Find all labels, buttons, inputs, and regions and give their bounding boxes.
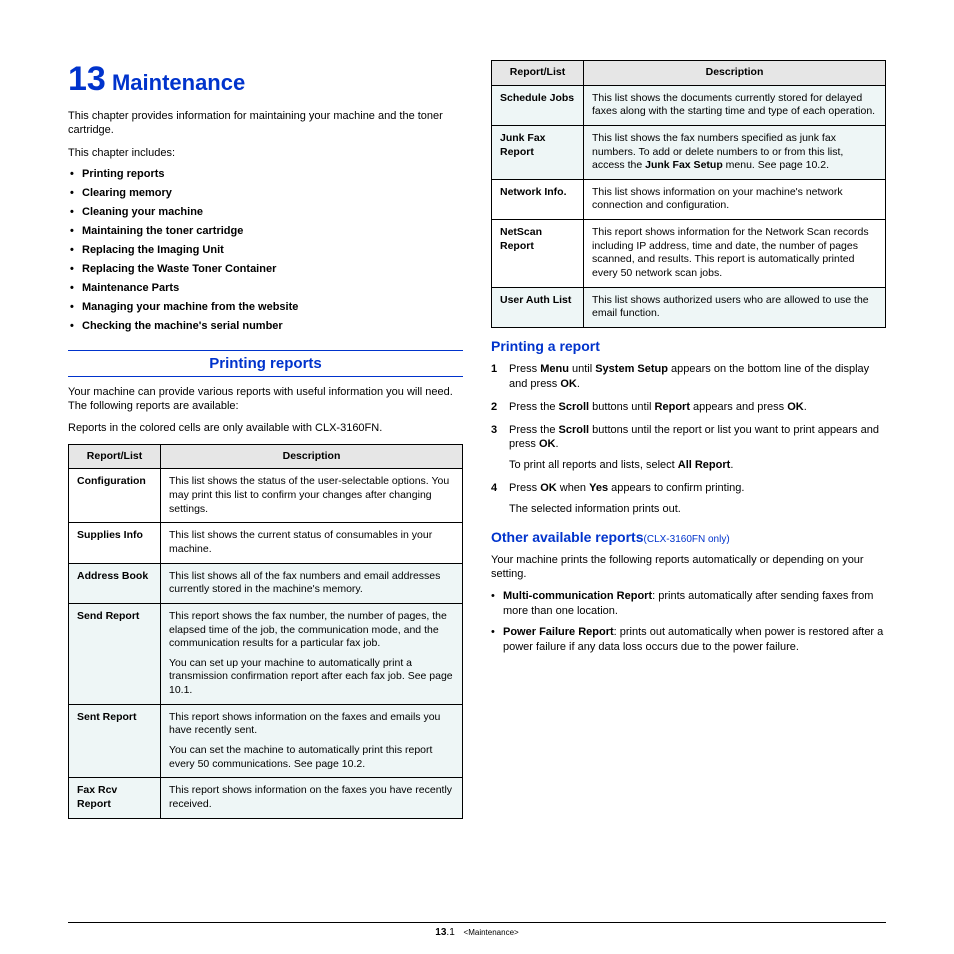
table-row: Send ReportThis report shows the fax num… (69, 603, 463, 704)
subsection-title-text: Other available reports (491, 529, 644, 545)
subsection-intro: Your machine prints the following report… (491, 553, 886, 582)
report-name: Schedule Jobs (492, 85, 584, 125)
section-intro: Your machine can provide various reports… (68, 385, 463, 414)
toc-item[interactable]: Printing reports (68, 168, 463, 180)
report-name: Network Info. (492, 179, 584, 219)
subsection-title-other-reports: Other available reports(CLX-3160FN only) (491, 529, 886, 545)
footer-crumb: <Maintenance> (464, 928, 519, 937)
toc-item[interactable]: Clearing memory (68, 187, 463, 199)
toc-item[interactable]: Replacing the Waste Toner Container (68, 263, 463, 275)
table-header: Description (584, 61, 886, 86)
report-name: Address Book (69, 563, 161, 603)
table-row: Junk Fax ReportThis list shows the fax n… (492, 125, 886, 179)
section-note: Reports in the colored cells are only av… (68, 421, 463, 435)
chapter-title: 13 Maintenance (68, 60, 463, 99)
steps-list: Press Menu until System Setup appears on… (491, 362, 886, 517)
includes-label: This chapter includes: (68, 146, 463, 160)
step-subtext: To print all reports and lists, select A… (509, 458, 886, 473)
table-row: Network Info.This list shows information… (492, 179, 886, 219)
report-name: NetScan Report (492, 220, 584, 288)
toc-item[interactable]: Checking the machine's serial number (68, 320, 463, 332)
table-row: User Auth ListThis list shows authorized… (492, 287, 886, 327)
step-text: Press Menu until System Setup appears on… (509, 363, 869, 390)
column-right: Report/List Description Schedule JobsThi… (491, 60, 886, 819)
page-number-chapter: 13 (435, 927, 446, 938)
section-rule (68, 350, 463, 351)
toc-item[interactable]: Replacing the Imaging Unit (68, 244, 463, 256)
report-name: Send Report (69, 603, 161, 704)
section-rule (68, 376, 463, 377)
step-item: Press Menu until System Setup appears on… (491, 362, 886, 392)
step-text: Press OK when Yes appears to confirm pri… (509, 482, 744, 494)
table-row: Supplies InfoThis list shows the current… (69, 523, 463, 563)
page-number-sub: .1 (446, 927, 454, 938)
report-description: This list shows the status of the user-s… (161, 469, 463, 523)
report-description: This list shows the fax numbers specifie… (584, 125, 886, 179)
step-item: Press the Scroll buttons until Report ap… (491, 400, 886, 415)
report-name: Junk Fax Report (492, 125, 584, 179)
report-description: This report shows information on the fax… (161, 704, 463, 778)
report-description: This list shows information on your mach… (584, 179, 886, 219)
report-description: This report shows information for the Ne… (584, 220, 886, 288)
list-item: Multi-communication Report: prints autom… (491, 589, 886, 619)
table-header: Report/List (492, 61, 584, 86)
chapter-name: Maintenance (112, 70, 245, 95)
column-left: 13 Maintenance This chapter provides inf… (68, 60, 463, 819)
report-name: User Auth List (492, 287, 584, 327)
report-description: This list shows all of the fax numbers a… (161, 563, 463, 603)
toc-item[interactable]: Managing your machine from the website (68, 301, 463, 313)
toc-item[interactable]: Maintaining the toner cartridge (68, 225, 463, 237)
table-row: ConfigurationThis list shows the status … (69, 469, 463, 523)
report-description: This list shows authorized users who are… (584, 287, 886, 327)
list-item: Power Failure Report: prints out automat… (491, 625, 886, 655)
page: 13 Maintenance This chapter provides inf… (0, 0, 954, 954)
report-description: This list shows the current status of co… (161, 523, 463, 563)
table-row: NetScan ReportThis report shows informat… (492, 220, 886, 288)
step-text: Press the Scroll buttons until Report ap… (509, 401, 807, 413)
step-text: Press the Scroll buttons until the repor… (509, 424, 879, 451)
report-description: This list shows the documents currently … (584, 85, 886, 125)
reports-table-1: Report/List Description ConfigurationThi… (68, 444, 463, 819)
page-footer: 13.1 <Maintenance> (68, 922, 886, 938)
subsection-title-note: (CLX-3160FN only) (644, 534, 730, 545)
table-row: Sent ReportThis report shows information… (69, 704, 463, 778)
subsection-title-printing-a-report: Printing a report (491, 338, 886, 354)
report-name: Sent Report (69, 704, 161, 778)
table-row: Fax Rcv ReportThis report shows informat… (69, 778, 463, 818)
toc-item[interactable]: Maintenance Parts (68, 282, 463, 294)
step-item: Press OK when Yes appears to confirm pri… (491, 481, 886, 517)
report-description: This report shows information on the fax… (161, 778, 463, 818)
step-item: Press the Scroll buttons until the repor… (491, 423, 886, 474)
two-column-layout: 13 Maintenance This chapter provides inf… (68, 60, 886, 819)
table-row: Address BookThis list shows all of the f… (69, 563, 463, 603)
report-name: Configuration (69, 469, 161, 523)
other-reports-list: Multi-communication Report: prints autom… (491, 589, 886, 654)
chapter-intro: This chapter provides information for ma… (68, 109, 463, 138)
section-title-printing-reports: Printing reports (68, 355, 463, 372)
report-description: This report shows the fax number, the nu… (161, 603, 463, 704)
toc-item[interactable]: Cleaning your machine (68, 206, 463, 218)
chapter-toc: Printing reports Clearing memory Cleanin… (68, 168, 463, 332)
chapter-number: 13 (68, 60, 106, 98)
report-name: Fax Rcv Report (69, 778, 161, 818)
table-header: Report/List (69, 444, 161, 469)
reports-table-2: Report/List Description Schedule JobsThi… (491, 60, 886, 328)
table-header: Description (161, 444, 463, 469)
report-name: Supplies Info (69, 523, 161, 563)
step-subtext: The selected information prints out. (509, 502, 886, 517)
table-row: Schedule JobsThis list shows the documen… (492, 85, 886, 125)
